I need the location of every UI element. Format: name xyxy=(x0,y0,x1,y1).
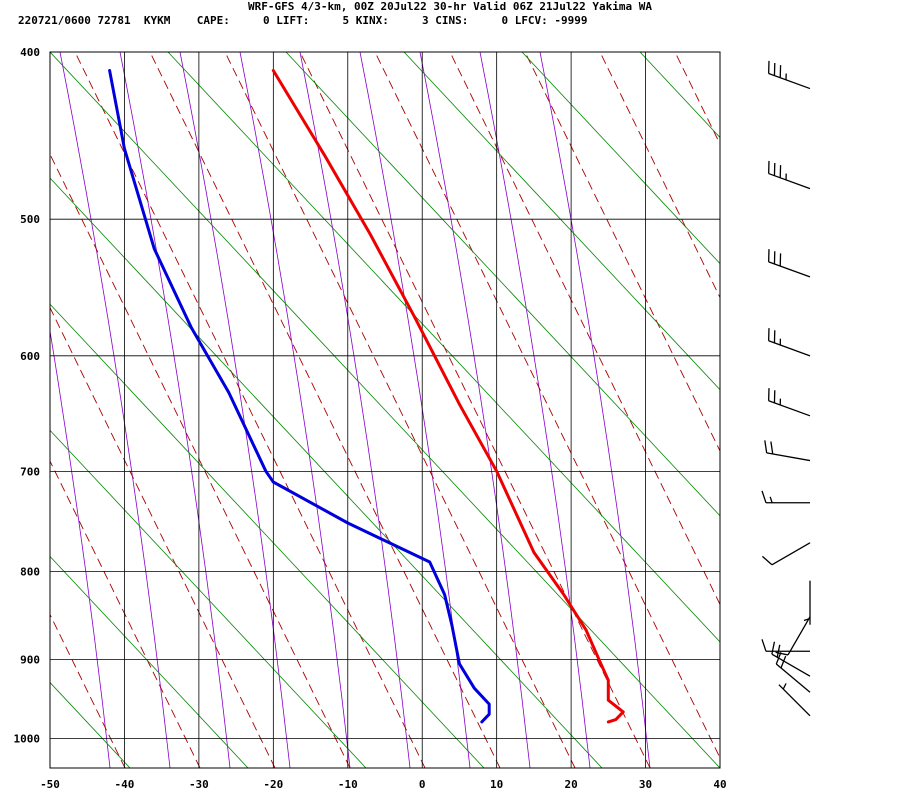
dry-adiabat-line xyxy=(750,52,900,768)
x-tick-label: 10 xyxy=(490,778,503,791)
moist-adiabat-line xyxy=(50,328,111,768)
wind-barb xyxy=(761,639,810,652)
mixing-ratio-line xyxy=(0,52,12,768)
dry-adiabat-line xyxy=(374,52,720,759)
y-tick-label: 500 xyxy=(20,213,40,226)
wind-barb-staff xyxy=(768,400,811,417)
moist-adiabat-line xyxy=(299,52,411,768)
mixing-ratio-line xyxy=(50,177,603,768)
wind-barb-staff xyxy=(778,684,811,717)
x-tick-label: 30 xyxy=(639,778,652,791)
wind-barb-staff xyxy=(768,172,811,190)
axis-ticks: -50 -40 -30 -20 -10 0 10 20 30 40 400 500 600 700 800 9… xyxy=(14,46,727,791)
wind-barb-staff xyxy=(771,542,811,566)
x-tick-label: 40 xyxy=(713,778,726,791)
y-tick-label: 400 xyxy=(20,46,40,59)
moist-adiabat-line xyxy=(539,52,651,768)
mixing-ratio-line xyxy=(50,52,720,768)
wind-barb xyxy=(761,542,811,566)
mixing-ratio-line xyxy=(876,52,900,768)
x-tick-label: -20 xyxy=(263,778,283,791)
wind-barbs xyxy=(761,60,811,717)
wind-barb xyxy=(768,160,811,190)
plot-frame xyxy=(49,51,721,769)
chart-subtitle: 220721/0600 72781 KYKM CAPE: 0 LIFT: 5 K… xyxy=(18,14,588,27)
wind-barb xyxy=(778,683,811,717)
x-tick-label: -10 xyxy=(338,778,358,791)
wind-barb-staff xyxy=(768,261,811,278)
moist-adiabat-line xyxy=(419,52,531,768)
x-tick-label: -40 xyxy=(115,778,135,791)
wind-barb-flag xyxy=(775,651,782,665)
wind-barb-staff xyxy=(775,663,811,693)
y-tick-label: 600 xyxy=(20,350,40,363)
x-tick-label: -50 xyxy=(40,778,60,791)
wind-barb xyxy=(775,651,811,693)
x-tick-label: -30 xyxy=(189,778,209,791)
mixing-ratio-line xyxy=(521,52,720,265)
dry-adiabat-line xyxy=(149,52,501,768)
x-tick-label: 0 xyxy=(419,778,426,791)
x-tick-label: 20 xyxy=(564,778,577,791)
mixing-ratio-line xyxy=(285,52,720,517)
mixing-ratio-line xyxy=(50,429,367,768)
wind-barb-flag xyxy=(761,555,773,566)
mixing-ratio-line xyxy=(167,52,720,643)
dewpoint-line xyxy=(108,69,491,724)
y-tick-label: 900 xyxy=(20,654,40,667)
dry-adiabat-line xyxy=(50,153,351,768)
mixing-ratio-line xyxy=(50,555,249,768)
dry-adiabat-line xyxy=(50,460,201,768)
wind-barb-staff xyxy=(787,616,811,656)
wind-barb xyxy=(768,388,811,417)
dry-adiabat-line xyxy=(599,52,720,299)
moist-adiabat-line xyxy=(59,52,171,768)
dry-adiabat-line xyxy=(224,52,576,768)
background-lines xyxy=(0,52,900,768)
wind-barb xyxy=(768,249,811,278)
wind-barb-flag xyxy=(761,490,767,503)
y-tick-label: 700 xyxy=(20,465,40,478)
wind-barb xyxy=(761,490,810,504)
y-tick-label: 800 xyxy=(20,565,40,578)
wind-barb-staff xyxy=(768,72,811,90)
wind-barb xyxy=(775,616,811,656)
mixing-ratio-line xyxy=(758,52,900,768)
wind-barb-staff xyxy=(768,340,811,357)
profiles xyxy=(108,69,625,724)
wind-barb xyxy=(768,60,811,90)
mixing-ratio-line xyxy=(50,303,485,768)
mixing-ratio-line xyxy=(403,52,720,391)
moist-adiabat-line xyxy=(239,52,351,768)
chart-title: WRF-GFS 4/3-km, 00Z 20Jul22 30-hr Valid … xyxy=(248,0,652,13)
wind-barb-half-flag xyxy=(782,683,787,690)
dry-adiabat-line xyxy=(449,52,720,606)
wind-barb-flag xyxy=(776,644,781,658)
dry-adiabat-line xyxy=(524,52,720,452)
wind-barb xyxy=(768,328,811,357)
wind-barb-flag xyxy=(771,641,776,655)
wind-barb xyxy=(764,440,811,462)
dry-adiabat-line xyxy=(74,52,426,768)
temperature-line xyxy=(271,69,625,724)
dry-adiabat-line xyxy=(825,52,900,768)
wind-barb-flag xyxy=(761,639,767,652)
dry-adiabat-line xyxy=(50,613,126,768)
dry-adiabat-line xyxy=(50,306,276,768)
wind-barb-staff xyxy=(766,452,811,462)
wind-barb-flag xyxy=(764,440,768,454)
wind-barb-flag xyxy=(770,441,774,455)
dry-adiabat-line xyxy=(299,52,651,768)
moist-adiabat-line xyxy=(119,52,231,768)
wind-barb-half-flag xyxy=(769,496,773,503)
y-tick-label: 1000 xyxy=(14,733,41,746)
wind-barb-flag xyxy=(780,655,787,669)
